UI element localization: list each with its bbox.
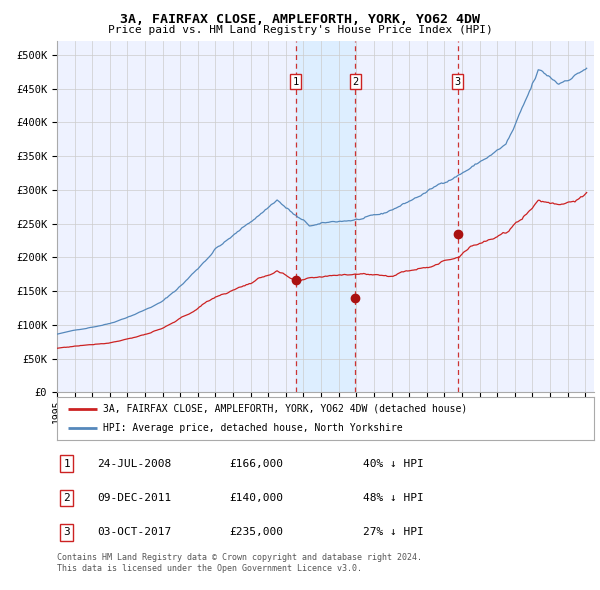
Text: 03-OCT-2017: 03-OCT-2017 <box>97 527 172 537</box>
Text: HPI: Average price, detached house, North Yorkshire: HPI: Average price, detached house, Nort… <box>103 423 402 433</box>
Text: 24-JUL-2008: 24-JUL-2008 <box>97 458 172 468</box>
Bar <box>296 41 355 392</box>
Text: 3A, FAIRFAX CLOSE, AMPLEFORTH, YORK, YO62 4DW: 3A, FAIRFAX CLOSE, AMPLEFORTH, YORK, YO6… <box>120 13 480 26</box>
Text: Price paid vs. HM Land Registry's House Price Index (HPI): Price paid vs. HM Land Registry's House … <box>107 25 493 35</box>
Text: £166,000: £166,000 <box>229 458 283 468</box>
Text: 1: 1 <box>293 77 299 87</box>
Text: 09-DEC-2011: 09-DEC-2011 <box>97 493 172 503</box>
Text: 2: 2 <box>63 493 70 503</box>
Text: Contains HM Land Registry data © Crown copyright and database right 2024.
This d: Contains HM Land Registry data © Crown c… <box>57 553 422 573</box>
Text: 3: 3 <box>455 77 461 87</box>
Text: 1: 1 <box>63 458 70 468</box>
Text: 2: 2 <box>352 77 358 87</box>
Text: 48% ↓ HPI: 48% ↓ HPI <box>363 493 424 503</box>
Text: 3: 3 <box>63 527 70 537</box>
Text: £235,000: £235,000 <box>229 527 283 537</box>
Text: 3A, FAIRFAX CLOSE, AMPLEFORTH, YORK, YO62 4DW (detached house): 3A, FAIRFAX CLOSE, AMPLEFORTH, YORK, YO6… <box>103 404 467 414</box>
Text: 27% ↓ HPI: 27% ↓ HPI <box>363 527 424 537</box>
Text: £140,000: £140,000 <box>229 493 283 503</box>
Text: 40% ↓ HPI: 40% ↓ HPI <box>363 458 424 468</box>
